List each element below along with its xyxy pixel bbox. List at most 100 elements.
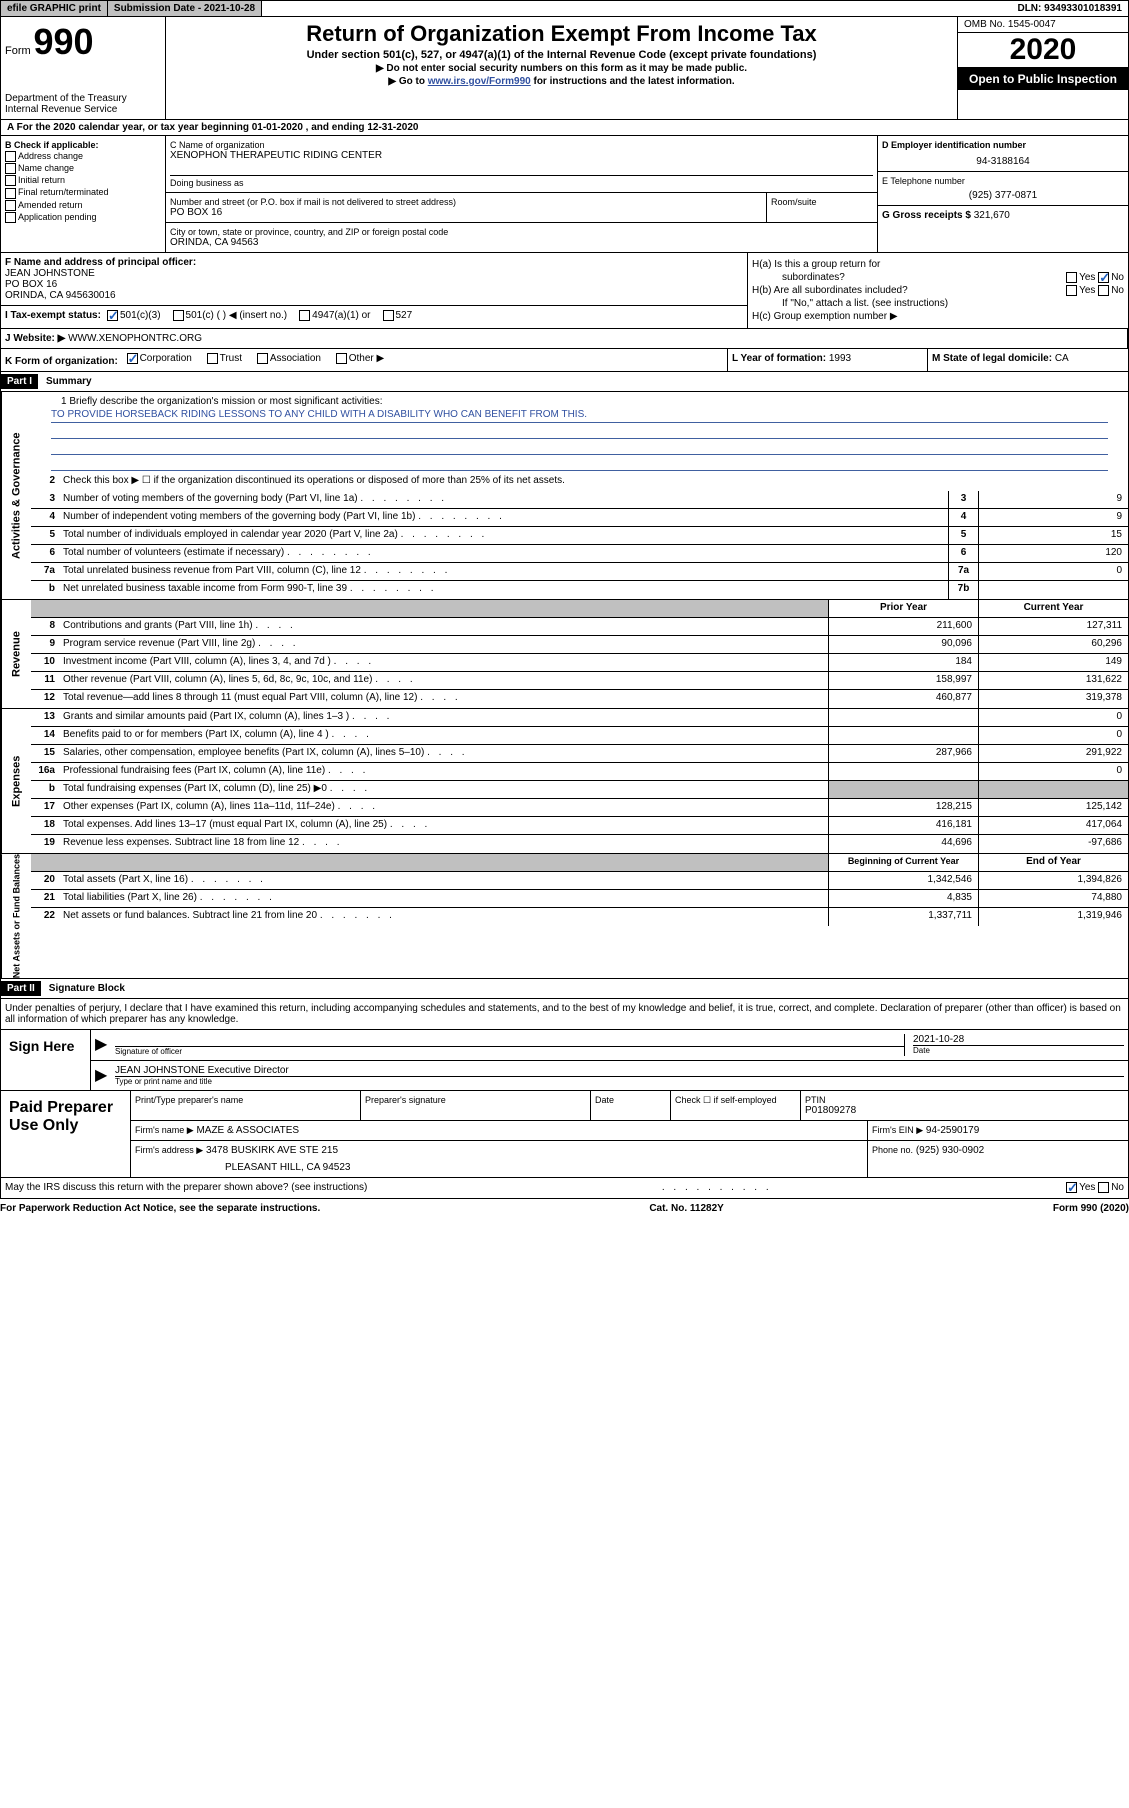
city-label: City or town, state or province, country… — [170, 227, 873, 237]
section-k: K Form of organization: Corporation Trus… — [0, 349, 1129, 372]
chk-address-change[interactable]: Address change — [5, 151, 161, 162]
chk-amended-return[interactable]: Amended return — [5, 200, 161, 211]
org-name-label: C Name of organization — [170, 140, 873, 150]
city-value: ORINDA, CA 94563 — [170, 237, 873, 248]
firm-ein: 94-2590179 — [926, 1125, 979, 1136]
org-name: XENOPHON THERAPEUTIC RIDING CENTER — [170, 150, 873, 161]
part1-title: Summary — [46, 376, 92, 387]
sig-name-label: Type or print name and title — [115, 1076, 1124, 1086]
gross-value: 321,670 — [974, 210, 1010, 221]
hb-yes[interactable] — [1066, 285, 1077, 296]
chk-501c3[interactable]: 501(c)(3) — [107, 310, 161, 321]
chk-name-change[interactable]: Name change — [5, 163, 161, 174]
hc-label: H(c) Group exemption number ▶ — [752, 311, 898, 322]
chk-assoc[interactable]: Association — [257, 353, 321, 364]
officer-addr2: ORINDA, CA 945630016 — [5, 290, 743, 301]
sig-officer-label: Signature of officer — [115, 1046, 904, 1056]
ha-yes[interactable] — [1066, 272, 1077, 283]
form-title: Return of Organization Exempt From Incom… — [170, 21, 953, 47]
note-ssn: ▶ Do not enter social security numbers o… — [170, 63, 953, 74]
section-fgh: F Name and address of principal officer:… — [0, 253, 1129, 329]
ha-label: H(a) Is this a group return for — [752, 259, 880, 270]
officer-name: JEAN JOHNSTONE — [5, 268, 743, 279]
part2-header-row: Part II Signature Block — [0, 979, 1129, 999]
i-label: I Tax-exempt status: — [5, 310, 101, 321]
mission-label: 1 Briefly describe the organization's mi… — [31, 392, 1128, 407]
sign-here-section: Sign Here ▶ Signature of officer 2021-10… — [0, 1030, 1129, 1091]
section-j: J Website: ▶ WWW.XENOPHONTRC.ORG — [0, 329, 1129, 349]
perjury-text: Under penalties of perjury, I declare th… — [0, 999, 1129, 1030]
room-label: Room/suite — [771, 197, 873, 207]
discuss-row: May the IRS discuss this return with the… — [0, 1178, 1129, 1198]
part1-label: Part I — [1, 374, 38, 389]
governance-section: Activities & Governance 1 Briefly descri… — [0, 392, 1129, 600]
sig-name-value: JEAN JOHNSTONE Executive Director — [115, 1065, 1124, 1076]
section-bcd: B Check if applicable: Address change Na… — [0, 136, 1129, 253]
form990-link[interactable]: www.irs.gov/Form990 — [428, 76, 531, 87]
form-ref: Form 990 (2020) — [1053, 1203, 1129, 1214]
col-end: End of Year — [978, 854, 1128, 871]
chk-other[interactable]: Other ▶ — [336, 353, 384, 364]
sign-here-label: Sign Here — [1, 1030, 91, 1090]
gross-label: G Gross receipts $ — [882, 210, 971, 221]
firm-addr1: 3478 BUSKIRK AVE STE 215 — [206, 1145, 338, 1156]
irs-label: Internal Revenue Service — [5, 104, 161, 115]
form-number: 990 — [33, 21, 93, 62]
part2-label: Part II — [1, 981, 41, 996]
form-label: Form — [5, 45, 31, 57]
top-bar: efile GRAPHIC print Submission Date - 20… — [0, 0, 1129, 17]
chk-app-pending[interactable]: Application pending — [5, 212, 161, 223]
discuss-no[interactable] — [1098, 1182, 1109, 1193]
phone-value: (925) 377-0871 — [882, 190, 1124, 201]
col-b-checkboxes: B Check if applicable: Address change Na… — [1, 136, 166, 252]
netassets-section: Net Assets or Fund Balances Beginning of… — [0, 854, 1129, 979]
f-label: F Name and address of principal officer: — [5, 257, 743, 268]
chk-trust[interactable]: Trust — [207, 353, 242, 364]
col-begin: Beginning of Current Year — [828, 854, 978, 871]
chk-corp[interactable]: Corporation — [127, 353, 192, 364]
chk-final-return[interactable]: Final return/terminated — [5, 187, 161, 198]
sig-date-value: 2021-10-28 — [913, 1034, 1124, 1045]
firm-phone: (925) 930-0902 — [916, 1145, 984, 1156]
side-expenses: Expenses — [1, 709, 31, 853]
efile-print-button[interactable]: efile GRAPHIC print — [1, 1, 108, 16]
mission-text: TO PROVIDE HORSEBACK RIDING LESSONS TO A… — [51, 409, 1108, 423]
side-netassets: Net Assets or Fund Balances — [1, 854, 31, 978]
street-value: PO BOX 16 — [170, 207, 762, 218]
hb-label: H(b) Are all subordinates included? — [752, 285, 908, 296]
chk-501c[interactable]: 501(c) ( ) ◀ (insert no.) — [173, 310, 288, 321]
omb-number: OMB No. 1545-0047 — [958, 17, 1128, 33]
street-label: Number and street (or P.O. box if mail i… — [170, 197, 762, 207]
submission-date: Submission Date - 2021-10-28 — [108, 1, 262, 16]
subtitle: Under section 501(c), 527, or 4947(a)(1)… — [170, 49, 953, 61]
hb-note: If "No," attach a list. (see instruction… — [782, 298, 948, 309]
col-current: Current Year — [978, 600, 1128, 617]
paperwork-notice: For Paperwork Reduction Act Notice, see … — [0, 1203, 320, 1214]
dln-label: DLN: 93493301018391 — [1011, 1, 1128, 16]
chk-527[interactable]: 527 — [383, 310, 413, 321]
paid-preparer-label: Paid Preparer Use Only — [1, 1091, 131, 1177]
chk-4947[interactable]: 4947(a)(1) or — [299, 310, 370, 321]
ha-no[interactable] — [1098, 272, 1109, 283]
part2-title: Signature Block — [49, 983, 125, 994]
ein-label: D Employer identification number — [882, 140, 1124, 150]
hb-no[interactable] — [1098, 285, 1109, 296]
note-goto: ▶ Go to www.irs.gov/Form990 for instruct… — [170, 76, 953, 87]
firm-addr2: PLEASANT HILL, CA 94523 — [225, 1162, 863, 1173]
line2-text: Check this box ▶ ☐ if the organization d… — [59, 473, 1128, 491]
chk-initial-return[interactable]: Initial return — [5, 175, 161, 186]
ein-value: 94-3188164 — [882, 156, 1124, 167]
tax-year: 2020 — [958, 33, 1128, 68]
j-label: J Website: ▶ — [5, 333, 65, 344]
discuss-yes[interactable] — [1066, 1182, 1077, 1193]
revenue-section: Revenue Prior YearCurrent Year 8Contribu… — [0, 600, 1129, 709]
arrow-icon: ▶ — [95, 1065, 115, 1086]
ptin-value: P01809278 — [805, 1105, 1124, 1116]
dept-treasury: Department of the Treasury — [5, 93, 161, 104]
arrow-icon: ▶ — [95, 1034, 115, 1056]
website-value: WWW.XENOPHONTRC.ORG — [68, 333, 202, 344]
inspection-label: Open to Public Inspection — [958, 68, 1128, 90]
col-prior: Prior Year — [828, 600, 978, 617]
dba-label: Doing business as — [170, 175, 873, 188]
phone-label: E Telephone number — [882, 176, 1124, 186]
